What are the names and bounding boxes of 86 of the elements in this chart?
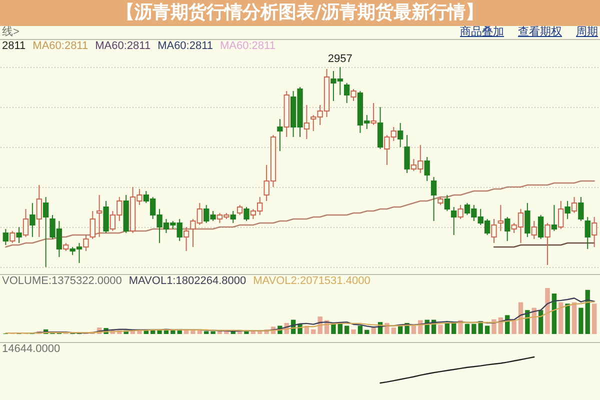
bar <box>391 328 396 334</box>
candlestick <box>571 196 578 214</box>
candlestick <box>42 196 49 268</box>
text: 线> <box>2 26 20 39</box>
candlestick <box>430 176 437 222</box>
bar <box>438 324 443 334</box>
candlestick <box>183 226 190 252</box>
candlestick <box>2 228 9 246</box>
candlestick <box>377 106 384 150</box>
bar <box>592 304 597 334</box>
bar <box>552 294 557 334</box>
candlestick <box>458 204 464 220</box>
text: MA60:2811 <box>158 40 214 53</box>
bar <box>578 308 584 334</box>
candlestick <box>591 216 598 248</box>
text: VOLUME:1375322.0000 <box>2 275 122 288</box>
bar <box>464 324 470 334</box>
bar <box>572 302 577 334</box>
candlestick <box>304 104 310 140</box>
bar <box>358 326 363 334</box>
bar <box>585 290 590 334</box>
bar <box>545 288 550 334</box>
text: 14644.0000 <box>2 343 60 356</box>
bar <box>492 319 496 334</box>
text: 2811 <box>2 40 26 53</box>
bar <box>444 322 450 334</box>
candlestick <box>83 234 89 252</box>
candlestick <box>578 196 584 222</box>
candlestick <box>277 118 283 152</box>
candlestick <box>96 194 102 238</box>
text: MAVOL1:1802264.8000 <box>128 275 246 288</box>
text: MAVOL2:2071531.4000 <box>253 275 370 288</box>
text: MA60:2811 <box>220 40 276 53</box>
candlestick <box>558 200 564 230</box>
bar <box>351 329 356 334</box>
candlestick <box>564 200 570 220</box>
bar <box>204 331 209 334</box>
candlestick <box>551 204 558 232</box>
candlestick <box>538 214 544 240</box>
candlestick <box>544 222 550 266</box>
candlestick <box>10 230 16 244</box>
candlestick <box>370 102 376 126</box>
text: 周期 <box>576 26 598 39</box>
candlestick <box>350 88 356 102</box>
text: 查看期权 <box>518 26 562 39</box>
candlestick <box>404 134 410 174</box>
bar <box>411 326 416 334</box>
candlestick <box>444 194 450 212</box>
bar <box>484 326 490 334</box>
candlestick <box>504 216 510 242</box>
text: MA60:2811 <box>32 40 88 53</box>
chart-title: 【沥青期货行情分析图表/沥青期货最新行情】 <box>0 0 600 26</box>
bar <box>311 329 316 334</box>
bar <box>190 330 196 334</box>
candlestick <box>524 202 530 238</box>
bar <box>364 330 370 334</box>
bar <box>331 324 336 334</box>
candlestick <box>531 220 537 240</box>
annotation: 2957 <box>328 53 352 65</box>
bar <box>565 304 570 334</box>
candlestick <box>16 226 22 244</box>
candlestick <box>36 184 42 238</box>
candlestick <box>230 210 236 224</box>
candlestick <box>397 122 404 148</box>
candlestick <box>236 204 243 216</box>
text: 商品叠加 <box>460 26 504 39</box>
candlestick <box>584 216 590 250</box>
bar <box>170 330 176 334</box>
bar <box>512 321 516 334</box>
candlestick <box>30 202 36 238</box>
candlestick <box>90 210 96 240</box>
text: MA60:2811 <box>95 40 151 53</box>
bar <box>538 310 544 334</box>
bar <box>344 326 350 334</box>
bar <box>472 324 476 334</box>
bar <box>558 302 564 334</box>
bar <box>210 331 216 334</box>
candlestick <box>424 156 430 182</box>
candlestick <box>491 218 497 244</box>
candlestick <box>244 206 250 222</box>
bar <box>184 330 189 334</box>
candlestick <box>22 208 29 238</box>
candlestick <box>344 82 350 104</box>
candlestick <box>103 200 109 234</box>
candlestick <box>451 206 457 236</box>
candlestick <box>498 204 504 232</box>
